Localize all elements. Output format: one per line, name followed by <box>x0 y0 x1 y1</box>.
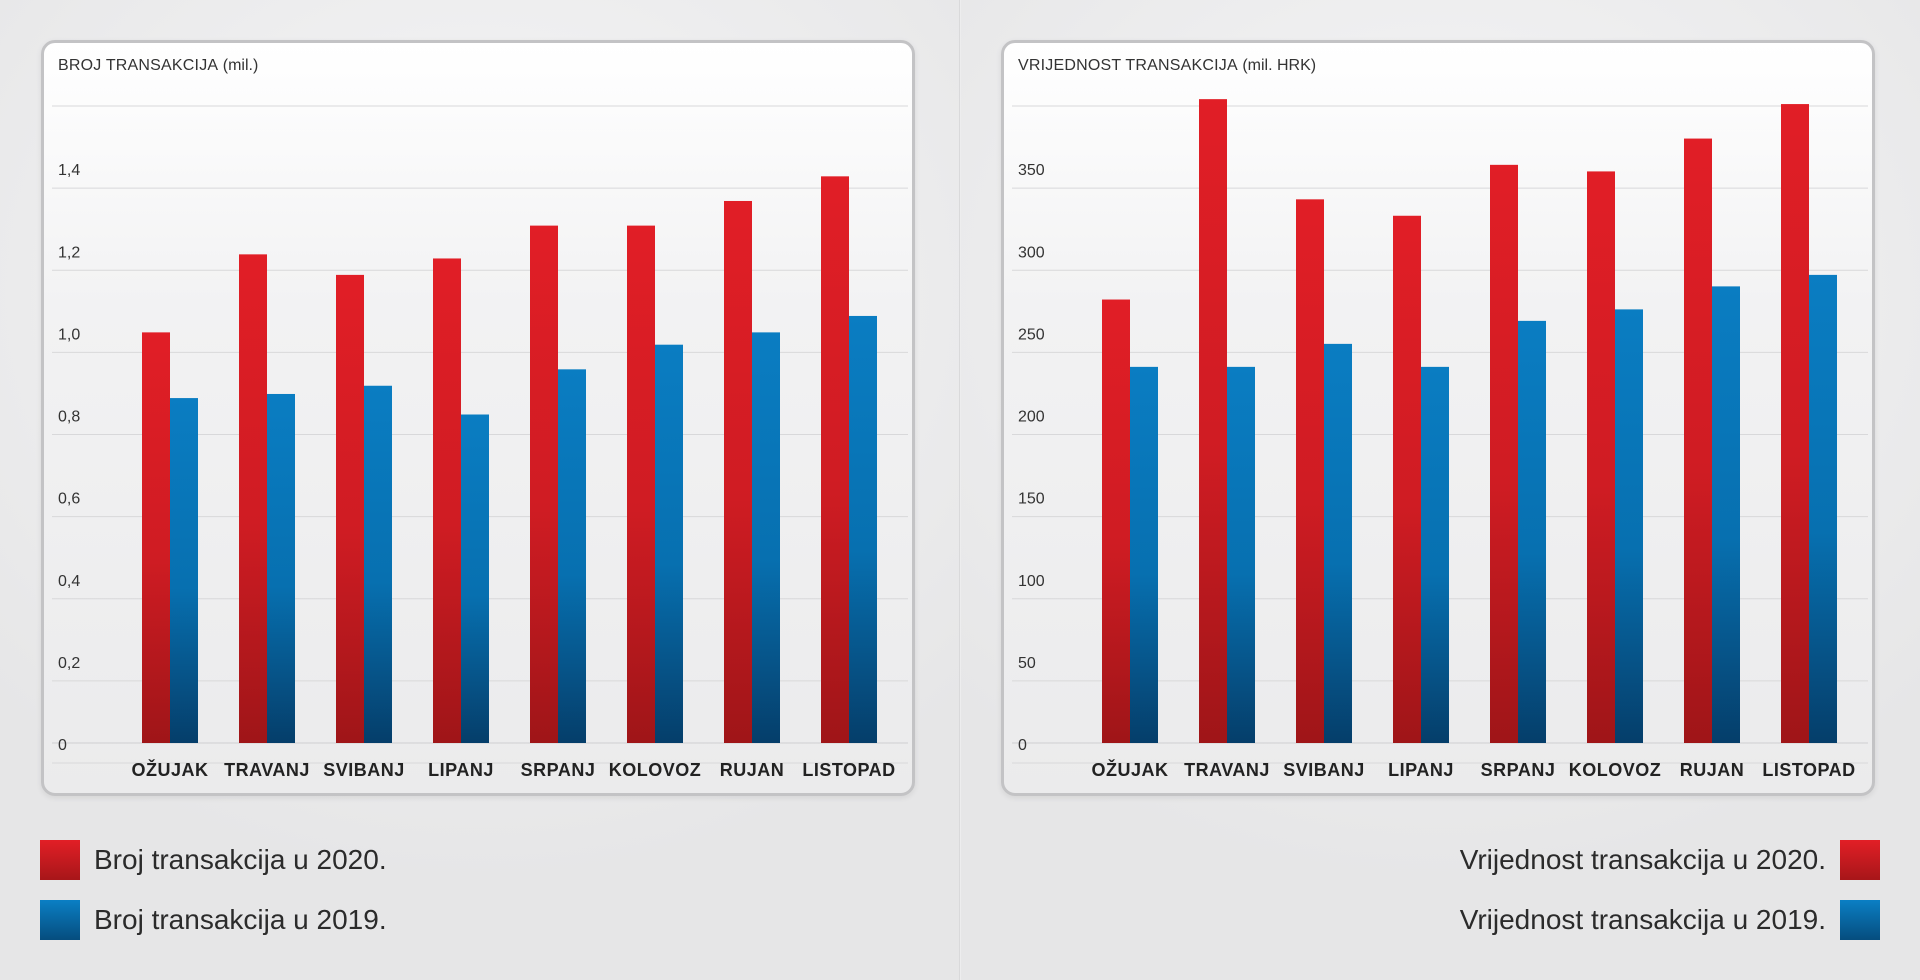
bar-2020 <box>627 225 655 744</box>
bar-2019 <box>849 315 877 743</box>
chart-title-unit: (mil. HRK) <box>1242 57 1317 74</box>
legend-swatch-blue <box>40 900 80 940</box>
x-tick-label: LIPANJ <box>1388 760 1454 780</box>
legend-swatch-blue <box>1840 900 1880 940</box>
legend-label: Broj transakcija u 2020. <box>94 844 387 875</box>
bar-2019 <box>1615 309 1643 743</box>
y-tick-label: 0 <box>1018 737 1027 754</box>
bar-2020 <box>1199 99 1227 743</box>
y-tick-label: 0,8 <box>58 409 80 426</box>
bar-2020 <box>1393 215 1421 743</box>
x-tick-label: SRPANJ <box>521 760 596 780</box>
bar-2020 <box>1587 171 1615 743</box>
y-tick-label: 0,4 <box>58 573 80 590</box>
x-tick-label: RUJAN <box>1680 760 1745 780</box>
bar-2020 <box>1296 199 1324 743</box>
y-tick-label: 1,0 <box>58 326 80 343</box>
chart-title-unit: (mil.) <box>222 57 259 74</box>
x-tick-label: LISTOPAD <box>1762 760 1855 780</box>
bar-2019 <box>364 385 392 743</box>
bar-2020 <box>724 200 752 744</box>
legend-label: Vrijednost transakcija u 2020. <box>1459 844 1826 875</box>
bar-2019 <box>1518 320 1546 743</box>
y-tick-label: 250 <box>1018 326 1045 343</box>
y-tick-label: 1,2 <box>58 244 80 261</box>
section-divider <box>959 0 961 980</box>
x-tick-label: LIPANJ <box>428 760 494 780</box>
legend-label: Broj transakcija u 2019. <box>94 904 387 935</box>
x-tick-label: SVIBANJ <box>323 760 405 780</box>
y-tick-label: 0,6 <box>58 491 80 508</box>
bar-2019 <box>1421 366 1449 743</box>
y-tick-label: 0 <box>58 737 67 754</box>
bar-2020 <box>142 332 170 743</box>
x-tick-label: LISTOPAD <box>802 760 895 780</box>
legend-item-2020: Broj transakcija u 2020. <box>40 838 387 882</box>
bar-2019 <box>461 414 489 743</box>
y-tick-label: 0,2 <box>58 655 80 672</box>
bar-2020 <box>1684 138 1712 743</box>
legend-item-2019: Vrijednost transakcija u 2019. <box>1460 898 1880 942</box>
chart-title-text: VRIJEDNOST TRANSAKCIJA <box>1018 57 1238 74</box>
bar-2019 <box>1324 343 1352 743</box>
bar-2020 <box>239 254 267 743</box>
legend-swatch-red <box>40 840 80 880</box>
bar-2020 <box>1490 164 1518 744</box>
y-tick-label: 300 <box>1018 244 1045 261</box>
chart-title-text: BROJ TRANSAKCIJA <box>58 57 219 74</box>
x-tick-label: OŽUJAK <box>131 759 208 780</box>
bar-2020 <box>336 274 364 743</box>
bar-2020 <box>530 225 558 744</box>
bar-2019 <box>1809 274 1837 743</box>
chart-title: VRIJEDNOST TRANSAKCIJA (mil. HRK) <box>1018 57 1316 75</box>
x-tick-label: KOLOVOZ <box>1569 760 1662 780</box>
x-tick-label: SVIBANJ <box>1283 760 1365 780</box>
bar-2020 <box>1781 104 1809 743</box>
legend-label: Vrijednost transakcija u 2019. <box>1459 904 1826 935</box>
y-tick-label: 150 <box>1018 491 1045 508</box>
x-tick-label: KOLOVOZ <box>609 760 702 780</box>
bar-2019 <box>1712 286 1740 743</box>
y-tick-label: 1,4 <box>58 162 80 179</box>
x-tick-label: SRPANJ <box>1481 760 1556 780</box>
x-tick-label: TRAVANJ <box>1184 760 1270 780</box>
bar-2019 <box>558 369 586 743</box>
bar-2019 <box>1227 366 1255 743</box>
legend-item-2020: Vrijednost transakcija u 2020. <box>1460 838 1880 882</box>
chart-title: BROJ TRANSAKCIJA (mil.) <box>58 57 258 75</box>
legend-item-2019: Broj transakcija u 2019. <box>40 898 387 942</box>
bar-2020 <box>821 176 849 743</box>
bar-2020 <box>433 258 461 743</box>
bar-2019 <box>655 344 683 743</box>
transaction-value-chart: VRIJEDNOST TRANSAKCIJA (mil. HRK) 0 50 100… <box>1001 40 1875 796</box>
y-tick-label: 100 <box>1018 573 1045 590</box>
bar-2019 <box>170 398 198 743</box>
bar-2020 <box>1102 299 1130 743</box>
bar-2019 <box>1130 366 1158 743</box>
chart-plot: 0 50 100 150 200 250 300 350 OŽUJAK TRAVANJ SVIBAN… <box>1012 99 1868 780</box>
bar-2019 <box>752 332 780 743</box>
y-tick-label: 200 <box>1018 409 1045 426</box>
x-tick-label: TRAVANJ <box>224 760 310 780</box>
bar-2019 <box>267 393 295 743</box>
transaction-count-chart: BROJ TRANSAKCIJA (mil.) 0 0,2 0,4 0,6 0,8 1,0… <box>41 40 915 796</box>
legend-swatch-red <box>1840 840 1880 880</box>
x-tick-label: RUJAN <box>720 760 785 780</box>
chart-plot: 0 0,2 0,4 0,6 0,8 1,0 1,2 1,4 OŽUJAK TRAVANJ SVIBA… <box>52 105 908 780</box>
y-tick-label: 50 <box>1018 655 1036 672</box>
y-tick-label: 350 <box>1018 162 1045 179</box>
x-tick-label: OŽUJAK <box>1091 759 1168 780</box>
